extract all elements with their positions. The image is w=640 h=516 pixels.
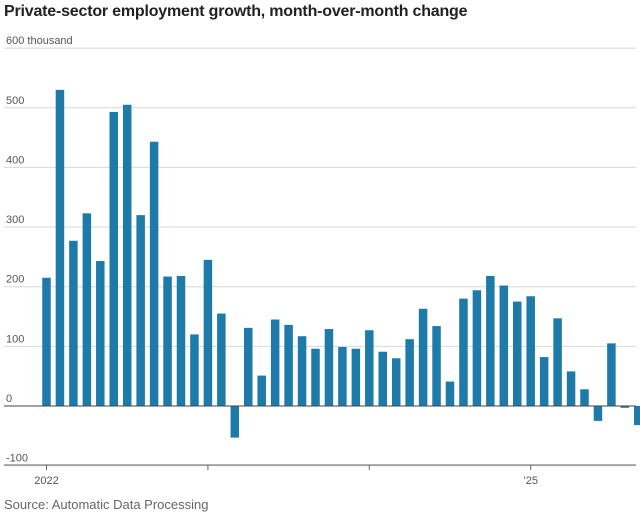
bar-2024-11 xyxy=(499,285,509,406)
bar-2023-08 xyxy=(297,336,307,406)
bar-2023-10 xyxy=(324,329,334,406)
bar-2022-12 xyxy=(190,334,199,406)
bar-2025-09 xyxy=(634,406,640,426)
bar-2022-09 xyxy=(149,141,159,406)
bar-2025-02 xyxy=(539,357,549,406)
bar-2024-04 xyxy=(405,339,414,406)
y-tick-label: 300 xyxy=(6,214,24,226)
bar-2023-06 xyxy=(270,319,280,406)
bar-2024-03 xyxy=(391,358,401,406)
y-tick-label: 0 xyxy=(6,393,12,405)
bar-2025-07 xyxy=(607,343,616,406)
bar-2024-12 xyxy=(513,301,522,406)
bar-2024-05 xyxy=(418,308,428,406)
bar-2022-06 xyxy=(109,111,118,407)
bar-2024-01 xyxy=(365,330,374,406)
bar-2022-10 xyxy=(163,276,172,406)
bar-2025-01 xyxy=(526,296,535,406)
bar-2023-01 xyxy=(203,259,213,406)
bar-2022-11 xyxy=(176,275,186,406)
source-note: Source: Automatic Data Processing xyxy=(4,497,209,512)
bar-2024-10 xyxy=(486,275,495,406)
bar-2024-06 xyxy=(432,326,441,406)
bars-layer xyxy=(42,89,640,438)
bar-2022-03 xyxy=(69,240,78,406)
x-tick-label: ’25 xyxy=(523,475,538,487)
y-tick-label: 400 xyxy=(6,154,24,166)
y-tick-label: -100 xyxy=(6,453,28,465)
bar-2023-11 xyxy=(338,346,347,406)
x-axis: 2022 ’25 xyxy=(4,464,636,487)
bar-2025-06 xyxy=(593,406,603,421)
y-tick-label: 200 xyxy=(6,274,24,286)
y-axis-labels: -100 0 100 200 300 400 500 600 thousand xyxy=(6,35,73,465)
bar-2023-12 xyxy=(351,348,361,406)
bar-2023-04 xyxy=(244,327,253,406)
bar-2022-01 xyxy=(42,277,51,406)
y-tick-label: 600 thousand xyxy=(6,35,73,47)
bar-2023-07 xyxy=(284,324,293,406)
bar-2025-03 xyxy=(553,318,562,406)
bar-2025-08 xyxy=(620,406,630,408)
y-tick-label: 100 xyxy=(6,333,24,345)
bar-2022-08 xyxy=(136,215,145,406)
bar-2023-03 xyxy=(230,406,240,438)
y-tick-label: 500 xyxy=(6,95,24,107)
bar-2024-09 xyxy=(472,290,482,406)
bar-2023-02 xyxy=(217,313,226,406)
bar-2024-02 xyxy=(378,351,387,406)
chart-title: Private-sector employment growth, month-… xyxy=(4,3,468,20)
bar-2022-05 xyxy=(96,261,105,406)
bar-2025-05 xyxy=(580,389,589,406)
x-tick-label: 2022 xyxy=(34,475,58,487)
bar-2024-08 xyxy=(459,298,468,406)
bar-2024-07 xyxy=(445,381,455,406)
bar-2023-09 xyxy=(311,348,320,406)
bar-2022-07 xyxy=(122,104,132,407)
bar-2025-04 xyxy=(566,371,576,406)
bar-2022-04 xyxy=(82,213,92,406)
bar-2022-02 xyxy=(55,89,65,406)
bar-2023-05 xyxy=(257,375,266,406)
